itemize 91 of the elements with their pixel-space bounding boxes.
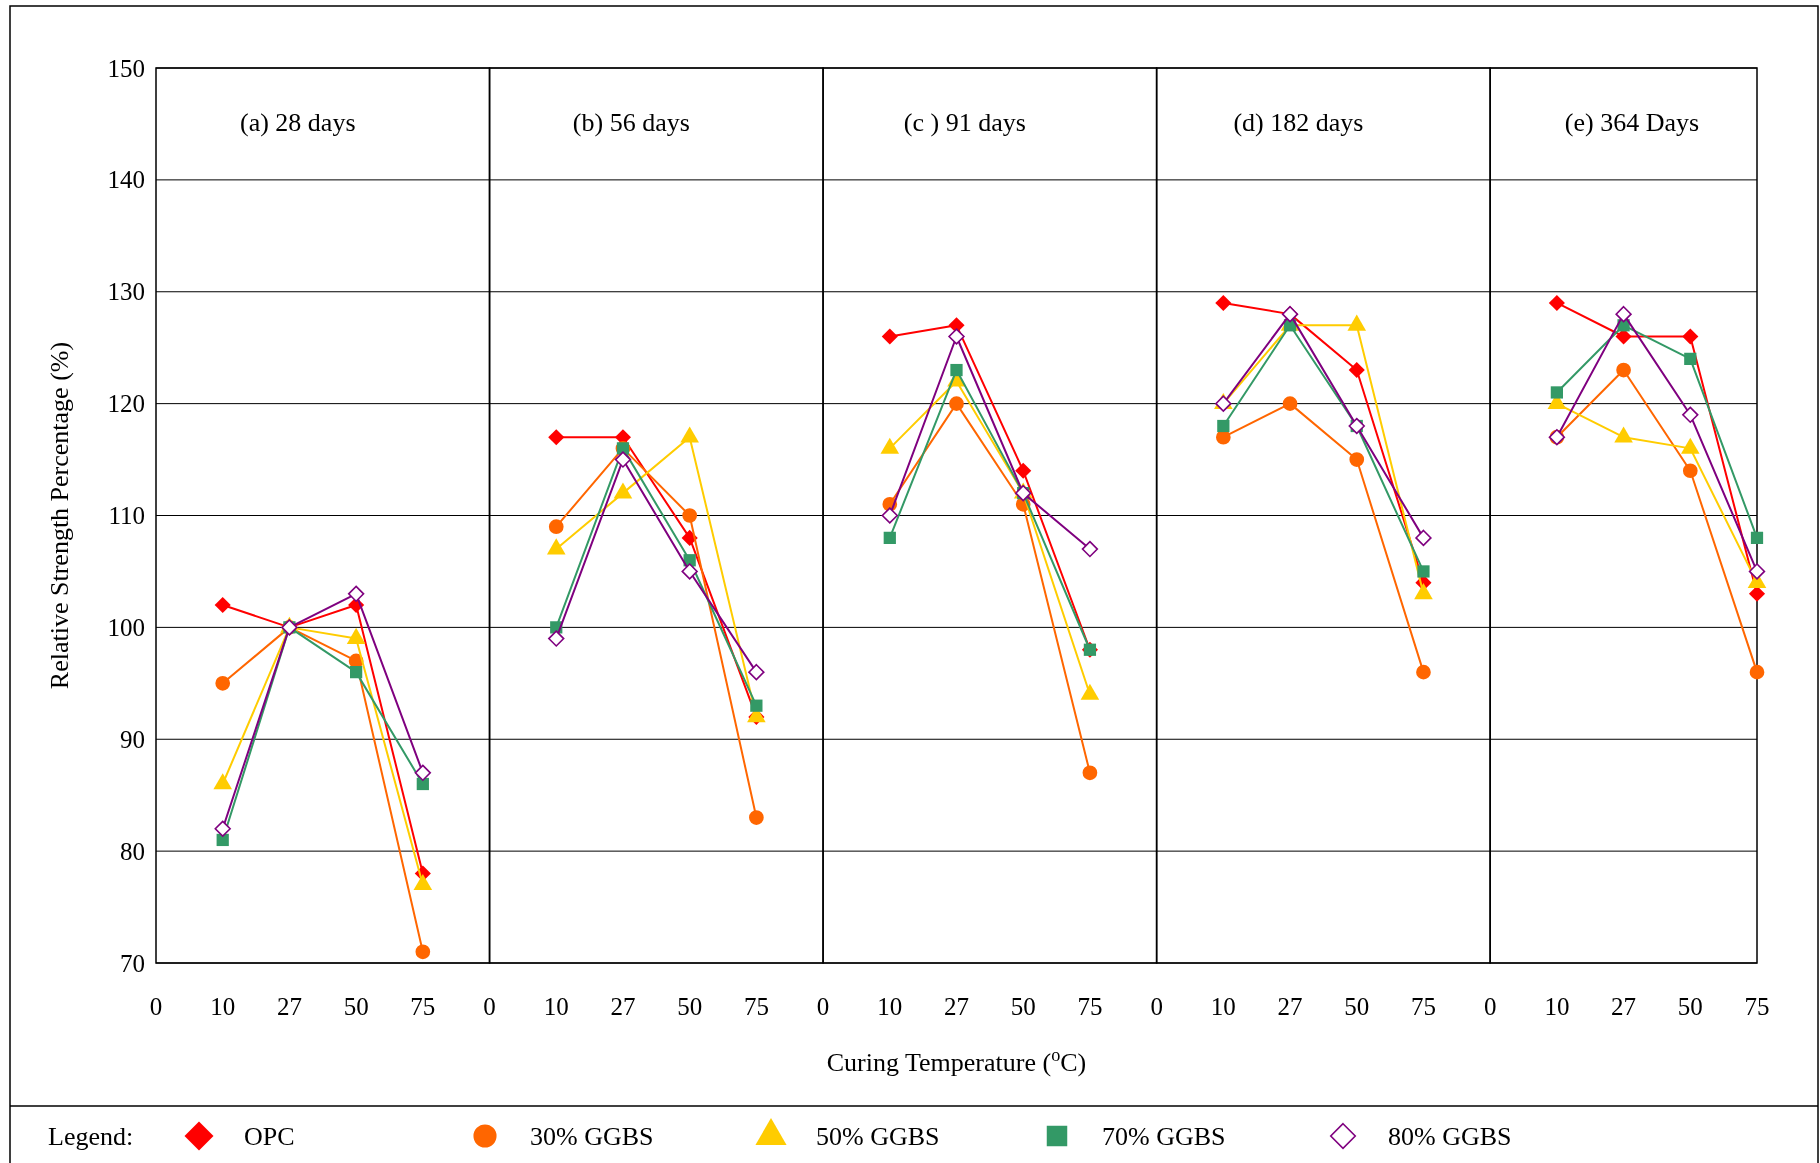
- point: [215, 675, 231, 691]
- legend-label: 30% GGBS: [530, 1122, 654, 1151]
- legend-label: OPC: [244, 1122, 295, 1151]
- y-tick-label: 120: [107, 390, 145, 418]
- point: [548, 429, 565, 446]
- point: [548, 630, 565, 647]
- point: [214, 820, 231, 837]
- y-tick-label: 150: [107, 54, 145, 82]
- text: (a) 28 days: [240, 108, 356, 137]
- point: [948, 328, 965, 345]
- x-tick-label: 0: [1483, 993, 1497, 1020]
- point: [1417, 565, 1430, 578]
- point: [1682, 463, 1698, 479]
- y-tick-label: 80: [120, 837, 145, 865]
- x-tick-label: 75: [743, 993, 769, 1020]
- point: [1416, 664, 1431, 680]
- x-tick-label: 0: [483, 993, 496, 1020]
- y-tick-label: 140: [107, 166, 145, 194]
- point: [1682, 328, 1699, 345]
- x-tick-label: 0: [149, 993, 163, 1020]
- x-tick-label: 50: [677, 993, 703, 1020]
- x-tick-label: 0: [816, 993, 830, 1020]
- point: [1082, 765, 1098, 781]
- x-tick-label: 10: [877, 993, 903, 1020]
- point: [1616, 362, 1631, 378]
- point: [749, 810, 764, 825]
- point: [1215, 294, 1232, 311]
- y-tick-label: 110: [108, 502, 145, 529]
- point: [1415, 529, 1432, 547]
- point: [682, 508, 698, 523]
- point: [350, 666, 363, 679]
- point: [347, 585, 365, 603]
- point: [949, 396, 964, 411]
- x-tick-label: 10: [543, 993, 569, 1020]
- y-tick-label: 90: [120, 725, 145, 753]
- y-tick-label: 100: [107, 613, 145, 641]
- x-tick-label: 50: [343, 993, 369, 1020]
- point: [681, 563, 698, 580]
- x-tick-label: 75: [1077, 993, 1103, 1020]
- point: [1682, 406, 1699, 424]
- point: [1081, 540, 1099, 558]
- point: [1548, 294, 1565, 311]
- point: [1550, 386, 1563, 399]
- text: (b) 56 days: [572, 108, 690, 137]
- legend-label: 80% GGBS: [1388, 1122, 1512, 1151]
- x-tick-label: 75: [1410, 993, 1436, 1020]
- x-tick-label: 10: [210, 993, 236, 1020]
- x-tick-label: 27: [610, 993, 636, 1020]
- point: [881, 328, 898, 345]
- point: [750, 699, 763, 712]
- legend-label: 50% GGBS: [816, 1122, 940, 1151]
- x-tick-label: 10: [1544, 993, 1570, 1020]
- x-tick-label: 50: [1344, 993, 1370, 1020]
- point: [883, 531, 896, 544]
- point: [1749, 664, 1765, 680]
- point: [548, 519, 564, 535]
- point: [214, 596, 231, 614]
- y-tick-label: 130: [107, 278, 145, 306]
- text: (d) 182 days: [1233, 108, 1364, 137]
- legend-title: Legend:: [48, 1122, 134, 1151]
- y-tick-label: 70: [120, 949, 145, 977]
- point: [1684, 352, 1697, 365]
- x-tick-label: 27: [276, 993, 302, 1020]
- point: [1615, 305, 1632, 323]
- x-tick-label: 50: [1010, 993, 1036, 1020]
- x-tick-label: 10: [1210, 993, 1236, 1020]
- x-tick-label: 27: [1277, 993, 1303, 1020]
- legend-label: 70% GGBS: [1102, 1122, 1226, 1151]
- point: [748, 663, 765, 681]
- point: [414, 764, 432, 782]
- x-tick-label: 50: [1677, 993, 1703, 1020]
- point: [1348, 362, 1365, 379]
- x-tick-label: 27: [1611, 993, 1637, 1020]
- point: [1349, 452, 1365, 467]
- point: [614, 451, 632, 468]
- point: [415, 944, 431, 960]
- point: [1748, 563, 1766, 580]
- x-tick-label: 0: [1150, 993, 1163, 1020]
- point: [1217, 419, 1230, 433]
- y-axis-title: Relative Strength Percentage (%): [45, 341, 74, 690]
- x-tick-label: 27: [944, 993, 969, 1020]
- x-axis-title: Curing Temperature ($^{o}$C): [826, 1045, 1087, 1077]
- text: (e) 364 Days: [1564, 108, 1700, 137]
- text: (c ) 91 days: [903, 108, 1026, 137]
- point: [1015, 462, 1032, 479]
- x-tick-label: 75: [1744, 993, 1770, 1020]
- x-tick-label: 75: [410, 993, 436, 1020]
- point: [950, 363, 963, 377]
- point: [1750, 531, 1764, 544]
- point: [1282, 396, 1298, 411]
- point: [881, 507, 899, 524]
